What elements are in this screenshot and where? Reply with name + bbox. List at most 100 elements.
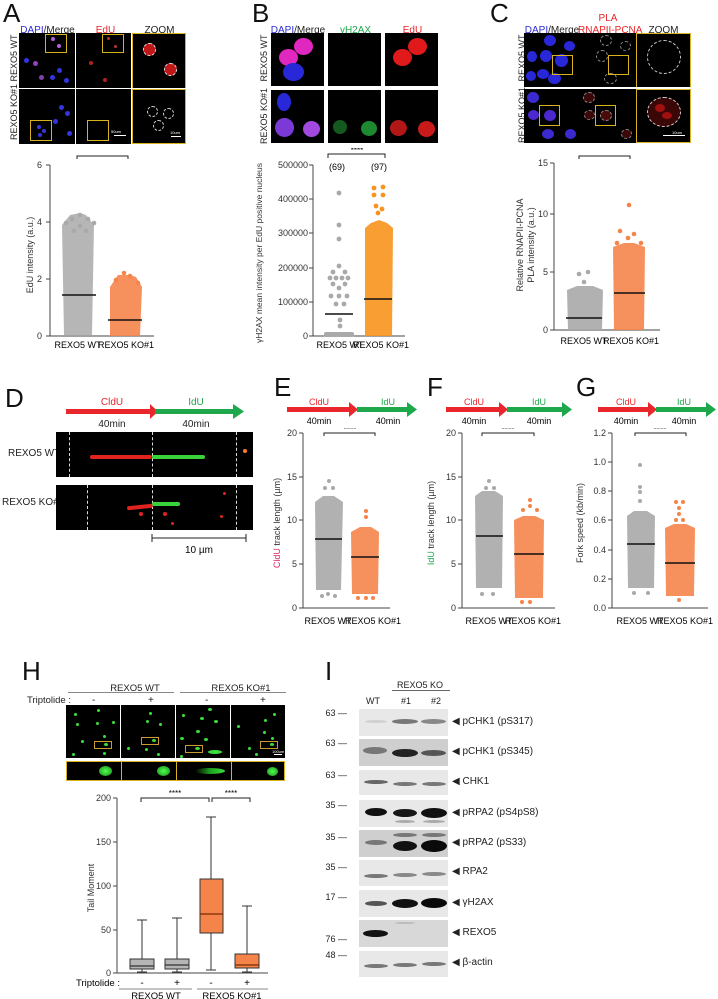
header-dapi-merge-b: DAPI/Merge	[270, 25, 326, 36]
svg-text:****: ****	[169, 789, 181, 798]
row-label-d-wt: REXO5 WT	[8, 448, 61, 459]
comet-zoom-strip	[66, 761, 285, 781]
scale-bar-d: 10 µm	[151, 534, 247, 556]
svg-text:Triptolide :: Triptolide :	[76, 978, 120, 989]
mw-marker: 35 —	[325, 862, 347, 872]
svg-text:REXO5 WT: REXO5 WT	[316, 340, 364, 350]
svg-text:****: ****	[654, 428, 666, 434]
group-label-wt: REXO5 WT	[110, 683, 160, 694]
header-edu-b: EdU	[402, 25, 423, 36]
pulse-arrow-d: CldU IdU 40min 40min	[66, 397, 244, 430]
svg-text:CldU: CldU	[616, 398, 636, 407]
panel-label-h: H	[22, 656, 41, 686]
svg-text:IdU track length (µm): IdU track length (µm)	[426, 481, 436, 565]
chart-h: 0 50 100 150 200 Tail Moment **** ****	[76, 789, 268, 999]
svg-text:REXO5 WT: REXO5 WT	[616, 616, 664, 626]
chart-f: 0 5 10 15 20 IdU track length (µm) **** …	[426, 428, 561, 626]
svg-text:REXO5 KO#1: REXO5 KO#1	[353, 340, 409, 350]
svg-text:5: 5	[292, 559, 297, 569]
svg-text:REXO5 KO#1: REXO5 KO#1	[603, 336, 659, 346]
svg-text:IdU: IdU	[532, 398, 546, 407]
mw-marker: 63 —	[325, 770, 347, 780]
svg-text:400000: 400000	[278, 194, 308, 204]
image-c-pla-wt	[580, 33, 636, 87]
svg-text:100000: 100000	[278, 297, 308, 307]
treatment-plus-1: +	[148, 695, 154, 706]
svg-text:(97): (97)	[371, 162, 387, 172]
svg-text:0: 0	[37, 331, 42, 341]
panel-label-a: A	[3, 0, 21, 28]
svg-text:REXO5 WT: REXO5 WT	[465, 616, 513, 626]
svg-text:0.6: 0.6	[593, 515, 606, 525]
image-b-gh2ax-ko	[328, 90, 381, 143]
svg-text:40min: 40min	[614, 416, 639, 426]
lane-wt: WT	[366, 696, 380, 706]
svg-text:EdU intensity (a.u.): EdU intensity (a.u.)	[25, 217, 35, 294]
svg-text:10: 10	[446, 515, 456, 525]
blot-prpa2-s4s8	[359, 800, 448, 827]
svg-text:6: 6	[37, 160, 42, 170]
row-label-ko: REXO5 KO#1	[9, 83, 19, 141]
mw-marker: 17 —	[325, 892, 347, 902]
image-b-dapi-ko	[271, 90, 324, 143]
svg-text:REXO5 KO#1: REXO5 KO#1	[98, 340, 154, 350]
panel-label-g: G	[576, 372, 597, 402]
chart-a: 0 2 4 6 EdU intensity (a.u.) **** REXO5 …	[25, 155, 154, 350]
header-pla: PLA	[598, 13, 618, 24]
svg-text:0.2: 0.2	[593, 574, 606, 584]
blot-beta-actin	[359, 951, 448, 977]
svg-text:REXO5 WT: REXO5 WT	[304, 616, 352, 626]
svg-text:0.0: 0.0	[593, 603, 606, 613]
image-c-pla-ko	[580, 89, 636, 143]
header-zoom: ZOOM	[144, 25, 175, 36]
svg-text:-: -	[209, 978, 212, 989]
svg-text:REXO5 WT: REXO5 WT	[54, 340, 102, 350]
blot-label: ◀ CHK1	[452, 776, 490, 787]
panel-label-d: D	[5, 383, 24, 413]
blot-group-line	[392, 690, 450, 691]
svg-text:5: 5	[543, 267, 548, 277]
svg-text:40min: 40min	[376, 416, 401, 426]
svg-text:4: 4	[37, 217, 42, 227]
row-label-wt-b: REXO5 WT	[259, 34, 269, 82]
svg-text:0.4: 0.4	[593, 545, 606, 555]
image-b-edu-ko	[385, 90, 438, 143]
blot-gh2ax	[359, 890, 448, 917]
chart-c: 0 5 10 15 Relative RNAPII-PCNA PLA inten…	[515, 155, 660, 346]
pulse-arrow-e: CldU IdU 40min 40min	[287, 398, 417, 426]
svg-text:150: 150	[96, 837, 111, 847]
treatment-minus-2: -	[205, 695, 209, 706]
panel-label-i: I	[325, 656, 333, 686]
panel-label-e: E	[274, 372, 292, 402]
svg-text:+: +	[244, 978, 250, 989]
svg-text:****: ****	[225, 789, 237, 798]
blot-prpa2-s33	[359, 830, 448, 857]
row-label-d-ko: REXO5 KO#1	[2, 497, 65, 508]
svg-text:IdU: IdU	[188, 397, 204, 408]
svg-text:15: 15	[446, 472, 456, 482]
image-b-gh2ax-wt	[328, 33, 381, 86]
blot-label: ◀ REXO5	[452, 927, 497, 938]
panel-label-c: C	[490, 0, 509, 28]
treatment-label-top: Triptolide :	[27, 695, 71, 706]
svg-text:****: ****	[351, 148, 363, 155]
blot-pchk1-s317	[359, 709, 448, 736]
svg-text:CldU: CldU	[309, 398, 329, 407]
blot-label: ◀ pCHK1 (pS345)	[452, 746, 534, 757]
header-dapi-merge: DAPI/Merge	[20, 25, 75, 36]
image-a-zoom-ko: 10um	[132, 89, 186, 144]
svg-text:2: 2	[37, 274, 42, 284]
blot-label: ◀ pRPA2 (pS33)	[452, 837, 527, 848]
svg-text:10 µm: 10 µm	[185, 545, 213, 556]
row-label-wt: REXO5 WT	[9, 34, 19, 82]
mw-marker: 63 —	[325, 708, 347, 718]
blot-rexo5	[359, 920, 448, 947]
svg-text:15: 15	[538, 158, 548, 168]
blot-label: ◀ pCHK1 (pS317)	[452, 716, 534, 727]
header-edu: EdU	[95, 25, 116, 36]
svg-text:20: 20	[287, 428, 297, 438]
chart-g: 0.0 0.2 0.4 0.6 0.8 1.0 1.2 Fork speed (…	[575, 428, 713, 626]
image-b-dapi-wt	[271, 33, 324, 86]
image-c-dapi-ko	[524, 89, 580, 143]
svg-text:REXO5 KO#1: REXO5 KO#1	[505, 616, 561, 626]
